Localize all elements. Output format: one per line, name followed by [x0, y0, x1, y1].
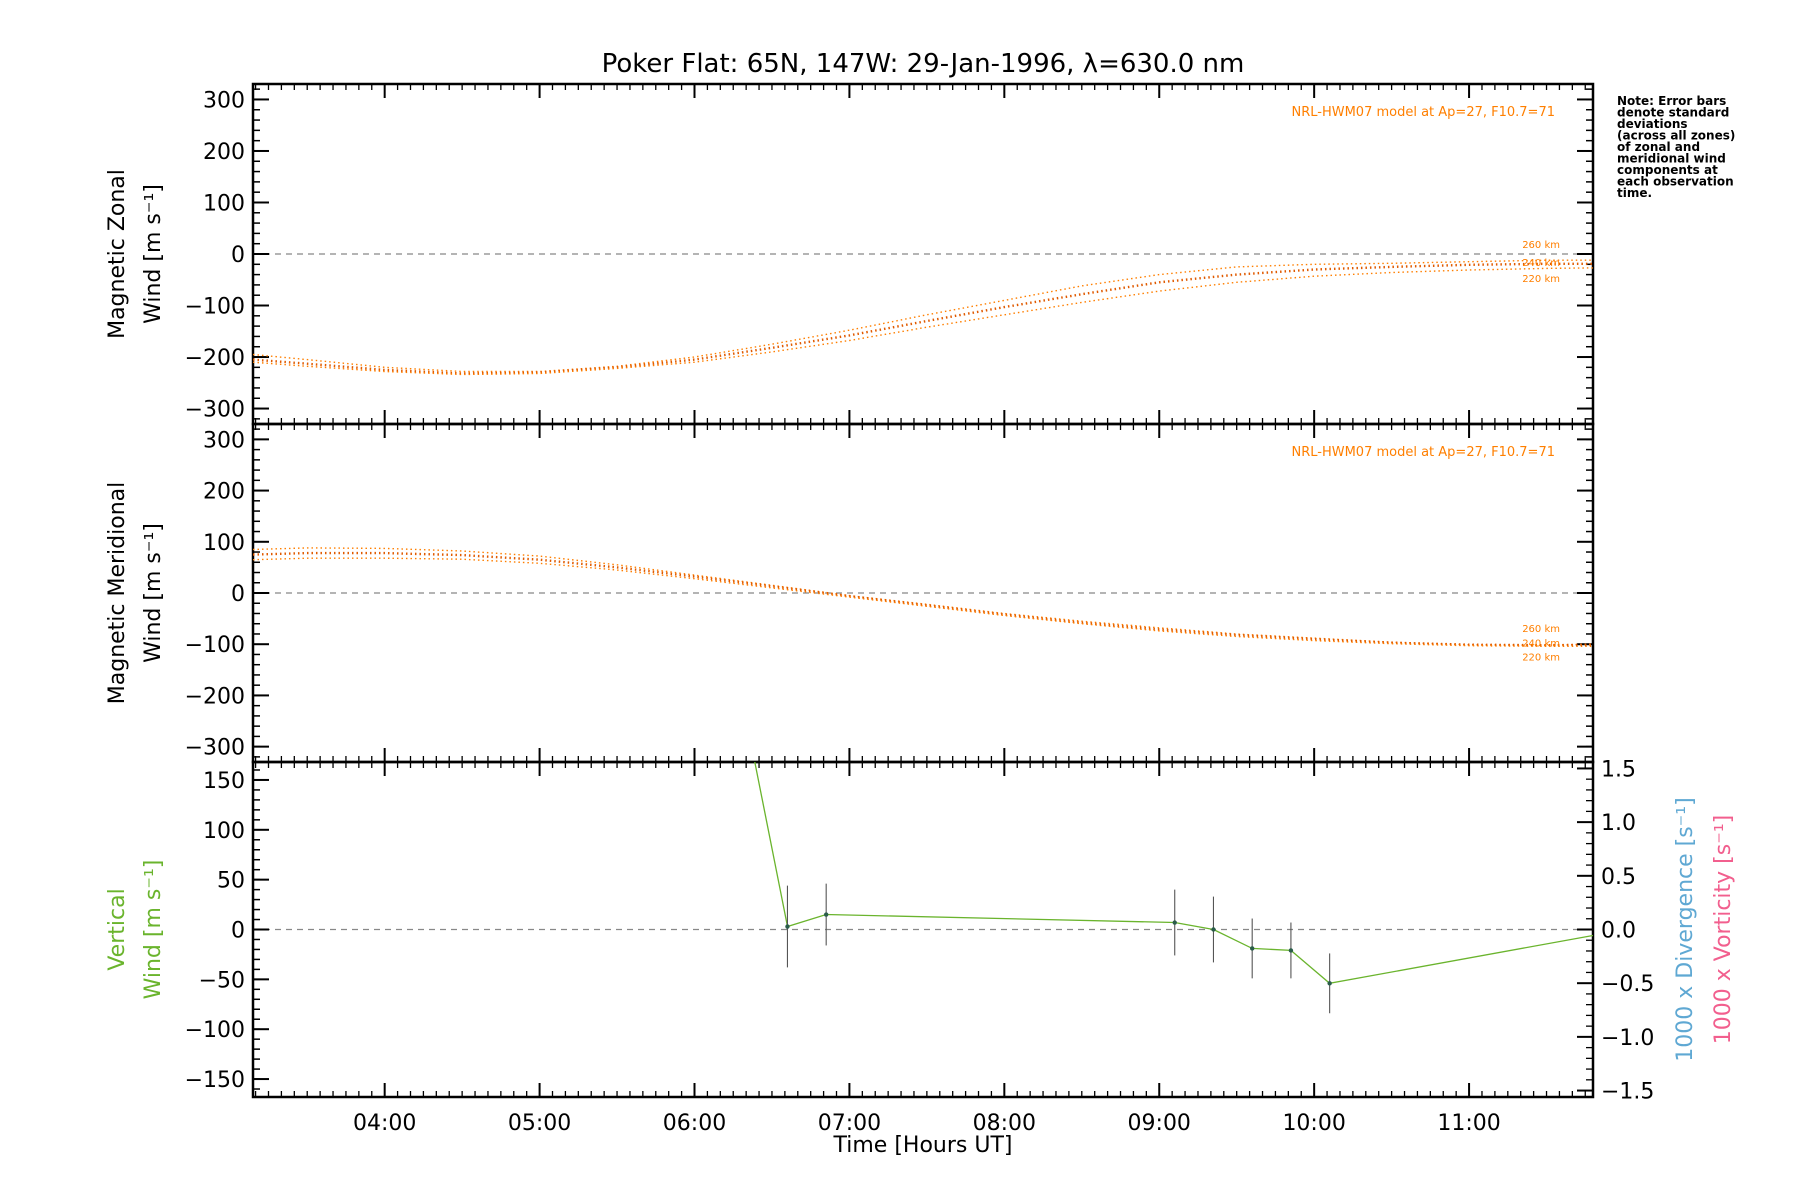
right-axis-title-vorticity: 1000 x Vorticity [s⁻¹] — [1711, 815, 1736, 1045]
altitude-label: 260 km — [1522, 624, 1560, 635]
series-260-km — [253, 547, 1593, 646]
data-point — [823, 912, 829, 917]
y-tick-label: 300 — [203, 428, 245, 453]
x-tick-label: 10:00 — [1282, 1111, 1345, 1136]
note-line: deviations — [1617, 117, 1688, 131]
right-y-tick-label: 0.5 — [1601, 865, 1636, 890]
data-point — [1249, 946, 1255, 951]
series-240-km — [253, 551, 1593, 647]
right-y-tick-label: −1.0 — [1601, 1026, 1654, 1051]
x-tick-label: 07:00 — [818, 1111, 881, 1136]
y-tick-label: −150 — [185, 1068, 245, 1093]
series-240-km — [253, 262, 1593, 375]
right-y-tick-label: 1.0 — [1601, 811, 1636, 836]
y-tick-label: 100 — [203, 531, 245, 556]
y-tick-label: 100 — [203, 191, 245, 216]
x-tick-label: 04:00 — [353, 1111, 416, 1136]
y-axis-title-line2: Wind [m s⁻¹] — [141, 523, 166, 663]
right-y-tick-label: −0.5 — [1601, 972, 1654, 997]
data-point — [1172, 920, 1177, 925]
y-tick-label: 150 — [203, 769, 245, 794]
right-axis-title-divergence: 1000 x Divergence [s⁻¹] — [1673, 797, 1698, 1061]
x-tick-label: 06:00 — [663, 1111, 726, 1136]
y-axis-title-line1: Vertical — [105, 888, 130, 970]
y-axis-title-line2: Wind [m s⁻¹] — [141, 184, 166, 324]
altitude-label: 220 km — [1522, 652, 1560, 663]
x-tick-label: 11:00 — [1437, 1111, 1500, 1136]
series-220-km — [253, 557, 1593, 647]
y-axis-title-line1: Magnetic Zonal — [105, 169, 130, 339]
altitude-label: 260 km — [1522, 240, 1560, 251]
model-label: NRL-HWM07 model at Ap=27, F10.7=71 — [1292, 105, 1556, 120]
y-tick-label: −100 — [185, 295, 245, 320]
note-line: components at — [1617, 163, 1718, 177]
panel-zonal: 300 200 100 0 −100 −200 −300 Magnetic Zonal Wind… — [105, 82, 1595, 426]
y-tick-label: 0 — [231, 582, 245, 607]
note-line: meridional wind — [1617, 152, 1726, 166]
right-y-tick-label: 0.0 — [1601, 919, 1636, 944]
note-line: Note: Error bars — [1617, 94, 1726, 108]
series-220-km — [253, 267, 1593, 376]
y-tick-label: −100 — [185, 1018, 245, 1043]
right-y-tick-label: 1.5 — [1601, 757, 1636, 782]
y-tick-label: 0 — [231, 243, 245, 268]
note-line: time. — [1617, 186, 1652, 200]
y-tick-label: −300 — [185, 736, 245, 761]
y-tick-label: 50 — [217, 869, 245, 894]
y-tick-label: 100 — [203, 819, 245, 844]
y-tick-label: −200 — [185, 346, 245, 371]
panel-meridional: 300 200 100 0 −100 −200 −300 Magnetic Meridiona… — [105, 422, 1595, 764]
altitude-label: 240 km — [1522, 639, 1560, 650]
note-line: (across all zones) — [1617, 129, 1735, 143]
y-axis-title-line1: Magnetic Meridional — [105, 482, 130, 704]
y-tick-label: 200 — [203, 480, 245, 505]
right-y-tick-label: −1.5 — [1601, 1080, 1654, 1105]
model-label: NRL-HWM07 model at Ap=27, F10.7=71 — [1292, 445, 1556, 460]
series-vertical-wind — [754, 762, 1593, 984]
y-axis-title-line2: Wind [m s⁻¹] — [141, 860, 166, 1000]
y-tick-label: −100 — [185, 633, 245, 658]
x-axis-label: Time [Hours UT] — [833, 1133, 1013, 1158]
series-260-km — [253, 259, 1593, 373]
data-point — [1211, 927, 1216, 932]
y-tick-label: −50 — [199, 968, 245, 993]
x-tick-label: 08:00 — [973, 1111, 1036, 1136]
y-tick-label: 0 — [231, 919, 245, 944]
note-line: each observation — [1617, 175, 1734, 189]
y-tick-label: −300 — [185, 398, 245, 423]
y-tick-label: −200 — [185, 684, 245, 709]
panel-vertical: 150 100 50 0 −50 −100 −150 Vertical Wind [m s⁻¹]… — [105, 757, 1736, 1105]
y-tick-label: 200 — [203, 140, 245, 165]
y-tick-label: 300 — [203, 88, 245, 113]
plot-layer: 300 200 100 0 −100 −200 −300 Magnetic Zonal Wind… — [105, 82, 1736, 1136]
note-line: of zonal and — [1617, 140, 1700, 154]
note-line: denote standard — [1617, 106, 1729, 120]
x-tick-label: 09:00 — [1128, 1111, 1191, 1136]
x-tick-label: 05:00 — [508, 1111, 571, 1136]
altitude-label: 240 km — [1522, 258, 1560, 269]
chart-title: Poker Flat: 65N, 147W: 29-Jan-1996, λ=63… — [602, 49, 1245, 79]
data-point — [785, 924, 790, 929]
data-point — [1288, 948, 1294, 953]
data-point — [1327, 981, 1332, 986]
altitude-label: 220 km — [1522, 274, 1560, 285]
